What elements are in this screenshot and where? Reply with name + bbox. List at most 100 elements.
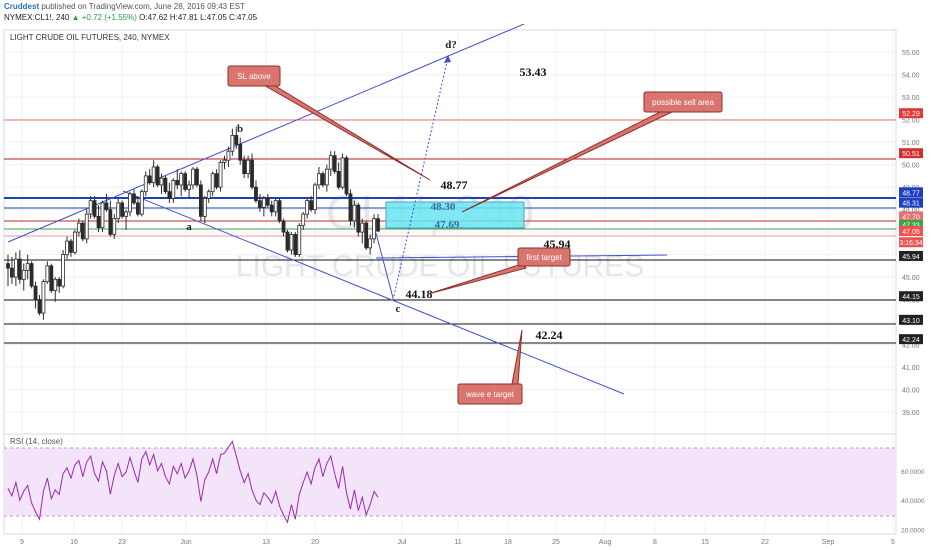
time-tick: 16	[70, 539, 78, 546]
change-label: ▲ +0.72 (+1.55%)	[71, 13, 137, 22]
rsi-tick: 40.0000	[901, 498, 925, 505]
candle-body	[293, 233, 298, 256]
candle	[376, 214, 380, 233]
price-tag-text: 3:16:34	[899, 240, 922, 247]
time-tick: 15	[701, 539, 709, 546]
candle	[250, 153, 254, 190]
price-chart[interactable]: CL1!, 240 LIGHT CRUDE OIL FUTURES LIGHT …	[0, 24, 932, 550]
time-tick: Jul	[398, 539, 407, 546]
candle	[10, 256, 14, 284]
candle-body	[269, 204, 274, 213]
candle	[218, 160, 223, 192]
time-tick: 18	[504, 539, 512, 546]
price-tag-bg	[899, 187, 923, 198]
candle-body	[226, 150, 231, 161]
candle	[234, 126, 239, 149]
callout-possible-sell[interactable]: possible sell area	[461, 91, 723, 213]
candle	[293, 232, 298, 257]
candle	[301, 211, 306, 230]
candle	[269, 200, 274, 217]
candle	[273, 198, 278, 217]
candle	[285, 229, 290, 253]
callout-first-target[interactable]: first target	[427, 247, 571, 295]
candle	[112, 214, 117, 239]
open-value: O:47.62	[139, 13, 168, 22]
price-tag: 3:16:34	[899, 237, 923, 248]
candle-body	[250, 159, 254, 188]
time-tick: 5	[891, 539, 895, 546]
candle-body	[49, 265, 54, 291]
candle-body	[222, 159, 227, 163]
price-tick: 39.00	[902, 410, 920, 417]
candle-body	[277, 200, 282, 222]
time-axis[interactable]: 9 16 23 Jun 13 20 Jul 11 18 25 Aug 8 15 22 Sep 5	[20, 539, 895, 546]
candle	[159, 173, 164, 194]
price-tick: 40.00	[902, 388, 920, 395]
candle-body	[305, 200, 310, 215]
candle-body	[65, 240, 69, 256]
candle-body	[179, 173, 184, 186]
candle	[320, 171, 325, 188]
wave-c-line[interactable]	[375, 232, 394, 299]
price-tag-bg	[899, 197, 923, 208]
candle	[96, 205, 101, 233]
callout-text-possible-sell: possible sell area	[652, 98, 714, 107]
author-name[interactable]: Cruddest	[4, 2, 40, 11]
time-tick: 11	[454, 539, 461, 546]
candle-body	[336, 171, 341, 188]
candle-body	[368, 238, 373, 249]
candle	[33, 281, 38, 309]
candle-body	[265, 197, 270, 206]
time-tick: 13	[262, 539, 270, 546]
candle-body	[92, 200, 97, 217]
candle-body	[191, 168, 195, 186]
candle-body	[301, 213, 306, 226]
price-tick: 50.00	[902, 163, 920, 170]
callout-sl-above[interactable]: SL above	[227, 65, 431, 181]
candle-body	[41, 281, 46, 314]
candle-body	[88, 200, 93, 215]
candle-body	[238, 144, 243, 161]
price-tag-bg	[899, 334, 923, 345]
candle	[261, 196, 266, 217]
candle	[313, 182, 317, 215]
candle-body	[372, 218, 376, 240]
price-tag-bg	[899, 291, 923, 302]
candle-body	[57, 278, 62, 287]
projection-line-d[interactable]	[392, 56, 449, 301]
callout-box	[457, 383, 523, 405]
label-48-30: 48.30	[431, 201, 456, 213]
candle	[21, 263, 26, 291]
candle	[289, 232, 294, 255]
candle-body	[33, 285, 38, 300]
lower-channel-line[interactable]	[122, 190, 625, 395]
label-42-24: 42.24	[536, 328, 563, 342]
candle	[202, 196, 207, 224]
candle-body	[104, 202, 109, 211]
sell-zone[interactable]	[385, 201, 525, 229]
price-tag-bg	[899, 108, 923, 119]
candle-body	[100, 202, 105, 229]
time-tick: 9	[20, 539, 24, 546]
candle-body	[10, 267, 14, 278]
candle	[195, 166, 199, 188]
candle	[104, 193, 109, 212]
price-tag-text: 50.51	[902, 151, 920, 158]
candle	[41, 279, 46, 320]
candle	[167, 182, 172, 203]
candle-body	[234, 135, 239, 145]
candle-body	[297, 224, 302, 256]
candle	[191, 166, 195, 190]
candle	[246, 155, 251, 179]
rsi-line[interactable]	[7, 440, 379, 524]
candle	[139, 189, 144, 217]
candle	[336, 162, 341, 190]
callout-wave-e[interactable]: wave e target	[457, 329, 523, 405]
label-47-69: 47.69	[435, 219, 460, 231]
candle	[80, 220, 85, 242]
price-tag-bg	[899, 148, 923, 159]
candle-body	[344, 157, 349, 195]
candle	[143, 171, 148, 197]
candle-body	[195, 168, 199, 186]
candle	[53, 277, 58, 302]
